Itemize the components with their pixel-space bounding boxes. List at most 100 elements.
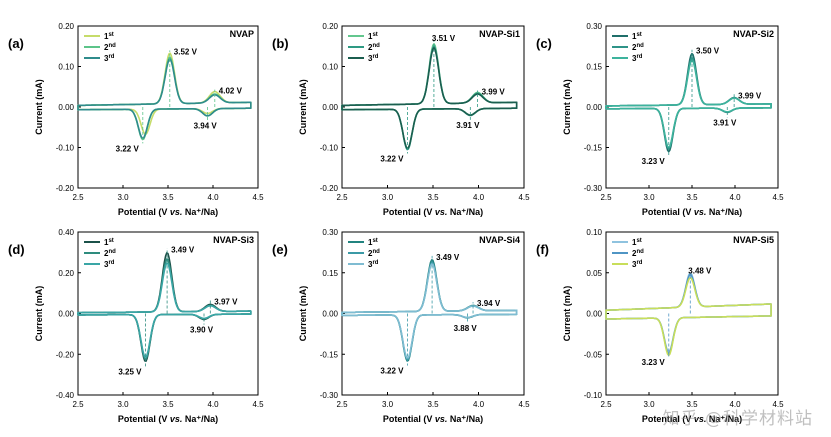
peak-label: 3.22 V — [380, 367, 404, 376]
y-tick-label: -0.30 — [584, 184, 603, 193]
peak-label: 3.94 V — [477, 299, 501, 308]
x-axis-label: Potential (V vs. Na⁺/Na) — [642, 414, 742, 424]
x-tick-label: 3.5 — [427, 400, 439, 409]
y-axis-label: Current (mA) — [298, 286, 308, 342]
panel-label: (d) — [8, 242, 25, 257]
y-tick-label: 0.15 — [322, 269, 338, 278]
panel-label: (c) — [536, 36, 552, 51]
x-tick-label: 4.0 — [207, 193, 219, 202]
cv-curve-3rd — [341, 263, 518, 360]
legend-entry: 3rd — [368, 260, 379, 269]
x-tick-label: 3.0 — [643, 400, 655, 409]
legend-entry: 3rd — [368, 54, 379, 63]
y-tick-label: 0.00 — [586, 103, 602, 112]
cv-curve-2nd — [77, 56, 252, 141]
x-axis-label: Potential (V vs. Na⁺/Na) — [383, 207, 483, 217]
x-tick-label: 4.5 — [252, 193, 264, 202]
panel-title: NVAP-Si1 — [479, 29, 520, 39]
y-tick-label: 0.30 — [586, 22, 602, 31]
y-tick-label: -0.10 — [320, 144, 339, 153]
x-tick-label: 3.5 — [686, 193, 698, 202]
peak-label: 3.91 V — [456, 121, 480, 130]
cv-curve-3rd — [77, 262, 252, 358]
x-tick-label: 2.5 — [600, 400, 612, 409]
peak-label: 3.90 V — [190, 326, 214, 335]
x-tick-label: 4.0 — [207, 400, 219, 409]
x-axis-label: Potential (V vs. Na⁺/Na) — [642, 207, 742, 217]
y-tick-label: 0.10 — [586, 228, 602, 237]
x-tick-label: 2.5 — [336, 400, 348, 409]
panel-title: NVAP-Si5 — [733, 235, 774, 245]
cv-curve-1st — [605, 272, 772, 353]
x-tick-label: 4.0 — [473, 400, 485, 409]
x-tick-label: 4.0 — [729, 400, 741, 409]
peak-label: 3.49 V — [171, 245, 195, 254]
y-tick-label: 0.20 — [322, 22, 338, 31]
y-axis-label: Current (mA) — [562, 79, 572, 135]
peak-label: 3.50 V — [696, 47, 720, 56]
y-tick-label: 0.00 — [322, 310, 338, 319]
legend-entry: 2nd — [632, 43, 644, 52]
y-tick-label: -0.15 — [584, 144, 603, 153]
peak-label: 3.94 V — [194, 121, 218, 130]
y-tick-label: -0.05 — [584, 350, 603, 359]
legend-entry: 3rd — [104, 260, 115, 269]
y-tick-label: -0.30 — [320, 391, 339, 400]
peak-label: 3.88 V — [454, 324, 478, 333]
peak-label: 3.99 V — [482, 87, 506, 96]
peak-label: 3.25 V — [118, 367, 142, 376]
panel-label: (a) — [8, 36, 24, 51]
legend-entry: 2nd — [104, 249, 116, 258]
cv-curve-3rd — [605, 59, 772, 149]
y-tick-label: 0.10 — [58, 63, 74, 72]
y-axis-label: Current (mA) — [34, 79, 44, 135]
panel-label: (e) — [272, 242, 288, 257]
y-tick-label: 0.00 — [322, 103, 338, 112]
x-tick-label: 3.0 — [382, 400, 394, 409]
cv-curve-3rd — [605, 277, 772, 357]
legend-entry: 2nd — [632, 249, 644, 258]
peak-label: 3.23 V — [642, 157, 666, 166]
y-tick-label: 0.15 — [586, 63, 602, 72]
y-tick-label: -0.10 — [56, 144, 75, 153]
x-tick-label: 4.0 — [729, 193, 741, 202]
x-tick-label: 3.0 — [643, 193, 655, 202]
y-tick-label: -0.10 — [584, 391, 603, 400]
x-axis-label: Potential (V vs. Na⁺/Na) — [118, 207, 218, 217]
x-tick-label: 3.5 — [427, 193, 439, 202]
x-axis-label: Potential (V vs. Na⁺/Na) — [383, 414, 483, 424]
panel-title: NVAP — [230, 29, 254, 39]
panel-label: (f) — [536, 242, 549, 257]
x-axis-label: Potential (V vs. Na⁺/Na) — [118, 414, 218, 424]
legend-entry: 1st — [104, 238, 114, 247]
legend-entry: 3rd — [632, 260, 643, 269]
y-tick-label: -0.20 — [56, 184, 75, 193]
peak-label: 3.48 V — [688, 266, 712, 275]
x-tick-label: 4.5 — [772, 400, 784, 409]
y-tick-label: 0.05 — [586, 269, 602, 278]
cv-panel: 2.5 3.0 3.5 4.0 4.5 -0.20 -0.10 0.00 0.10 0.20 Pot… — [272, 22, 530, 217]
cv-curve-3rd — [341, 47, 518, 150]
peak-label: 3.51 V — [432, 34, 456, 43]
peak-label: 3.22 V — [380, 155, 404, 164]
legend-entry: 2nd — [368, 43, 380, 52]
cv-panel: 2.5 3.0 3.5 4.0 4.5 -0.30 -0.15 0.00 0.15 0.30 Pot… — [536, 22, 784, 217]
x-tick-label: 3.5 — [162, 193, 174, 202]
y-tick-label: 0.30 — [322, 228, 338, 237]
panel-title: NVAP-Si2 — [733, 29, 774, 39]
panel-label: (b) — [272, 36, 289, 51]
y-tick-label: 0.00 — [58, 310, 74, 319]
x-tick-label: 3.5 — [162, 400, 174, 409]
legend-entry: 3rd — [632, 54, 643, 63]
y-tick-label: -0.20 — [56, 350, 75, 359]
watermark-text: 知乎 @科学材料站 — [662, 409, 813, 429]
x-tick-label: 2.5 — [336, 193, 348, 202]
cv-curve-2nd — [605, 273, 772, 355]
x-tick-label: 3.0 — [117, 193, 129, 202]
x-tick-label: 4.5 — [772, 193, 784, 202]
y-tick-label: 0.10 — [322, 63, 338, 72]
legend-entry: 2nd — [368, 249, 380, 258]
y-tick-label: 0.20 — [58, 22, 74, 31]
panel-title: NVAP-Si3 — [213, 235, 254, 245]
